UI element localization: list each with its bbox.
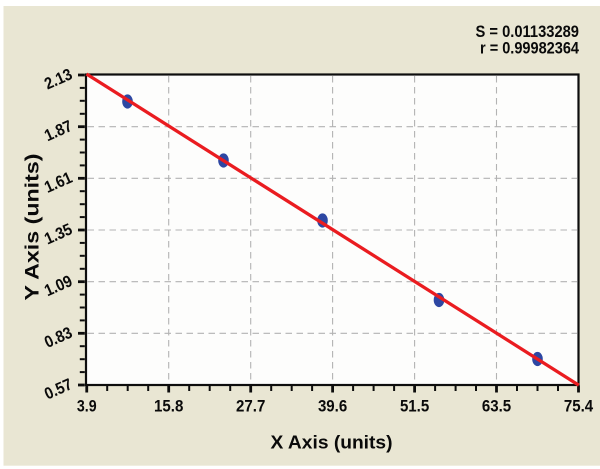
svg-text:39.6: 39.6 — [318, 398, 347, 416]
svg-text:15.8: 15.8 — [154, 398, 183, 416]
svg-text:3.9: 3.9 — [77, 398, 97, 416]
svg-text:27.7: 27.7 — [236, 398, 265, 416]
svg-text:51.5: 51.5 — [400, 398, 429, 416]
svg-text:X Axis (units): X Axis (units) — [271, 432, 393, 453]
svg-text:S = 0.01133289: S = 0.01133289 — [476, 23, 580, 41]
svg-text:75.4: 75.4 — [564, 398, 594, 416]
svg-text:63.5: 63.5 — [482, 398, 511, 416]
svg-text:r = 0.99982364: r = 0.99982364 — [480, 40, 580, 58]
svg-text:Y Axis (units): Y Axis (units) — [22, 154, 44, 301]
